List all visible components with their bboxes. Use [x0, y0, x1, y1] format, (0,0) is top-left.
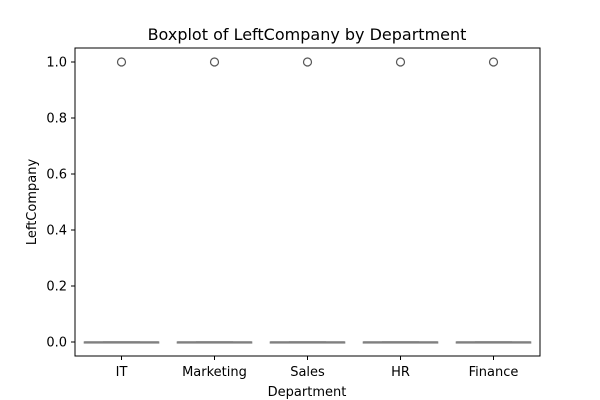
plot-frame [74, 47, 541, 357]
x-tick-label: Marketing [182, 365, 247, 380]
outlier-point [488, 57, 499, 67]
outlier-point [209, 57, 220, 67]
box-finance [455, 57, 532, 344]
y-tick-label: 0.4 [46, 224, 67, 239]
box-hr [362, 57, 439, 344]
x-tick-label: Finance [469, 365, 519, 380]
box-series [83, 57, 532, 344]
box-sales [269, 57, 346, 344]
x-tick-label: IT [116, 365, 128, 380]
y-tick-label: 1.0 [46, 56, 67, 71]
y-tick-label: 0.8 [46, 112, 67, 127]
x-tick-label: HR [391, 365, 410, 380]
outlier-point [302, 57, 313, 67]
x-axis-label: Department [268, 385, 347, 400]
box-it [83, 57, 160, 344]
outlier-point [116, 57, 127, 67]
x-axis: IT Marketing Sales HR Finance [116, 356, 519, 380]
y-tick-label: 0.2 [46, 280, 67, 295]
y-axis-label: LeftCompany [25, 159, 40, 246]
chart-title: Boxplot of LeftCompany by Department [148, 25, 467, 44]
box-marketing [176, 57, 253, 344]
y-axis: 0.0 0.2 0.4 0.6 0.8 1.0 [46, 56, 75, 351]
x-tick-label: Sales [290, 365, 325, 380]
y-tick-label: 0.0 [46, 336, 67, 351]
outlier-point [395, 57, 406, 67]
y-tick-label: 0.6 [46, 168, 67, 183]
